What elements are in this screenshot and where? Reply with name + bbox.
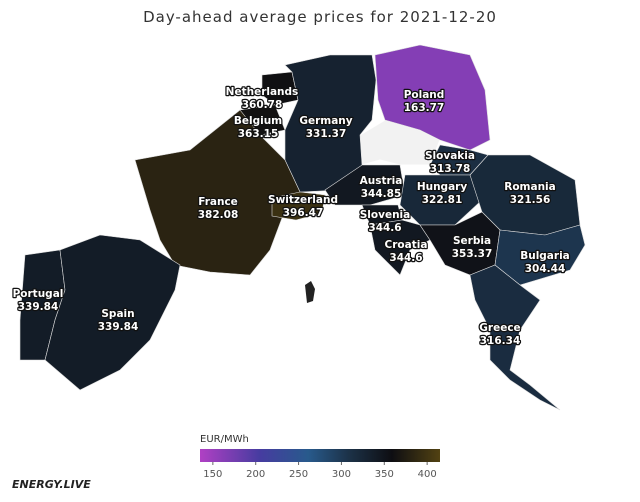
country-value: 321.56 <box>510 194 551 206</box>
country-name: Austria <box>360 175 403 187</box>
colorbar-tick-label: 200 <box>246 469 265 480</box>
country-value: 344.6 <box>368 222 401 234</box>
country-name: Hungary <box>417 181 468 193</box>
country-name: Slovakia <box>425 150 475 162</box>
colorbar <box>200 449 440 462</box>
country-name: Slovenia <box>360 209 411 221</box>
island <box>305 281 315 303</box>
country-value: 331.37 <box>306 128 347 140</box>
country-value: 360.78 <box>242 99 283 111</box>
country-name: Bulgaria <box>520 250 570 262</box>
country <box>134 109 301 276</box>
colorbar-tick-label: 350 <box>375 469 394 480</box>
country-value: 322.81 <box>422 194 463 206</box>
country <box>469 264 561 411</box>
country-name: Croatia <box>385 239 428 251</box>
country-value: 382.08 <box>198 209 239 221</box>
country <box>271 191 326 221</box>
country <box>44 234 181 391</box>
country-value: 304.44 <box>525 263 566 275</box>
colorbar-tick-label: 150 <box>203 469 222 480</box>
country-value: 344.6 <box>389 252 422 264</box>
country <box>399 174 483 226</box>
country-value: 316.34 <box>480 335 521 347</box>
logo: ENERGY.LIVE <box>12 478 91 491</box>
map-title: Day-ahead average prices for 2021-12-20 <box>143 8 497 26</box>
colorbar-tick-label: 400 <box>418 469 437 480</box>
country-name: Spain <box>101 308 134 320</box>
colorbar-tick-label: 250 <box>289 469 308 480</box>
country <box>261 71 299 106</box>
country-name: Netherlands <box>226 86 299 98</box>
country-name: Serbia <box>453 235 491 247</box>
country-value: 339.84 <box>18 301 59 313</box>
country-value: 313.78 <box>430 163 471 175</box>
country-value: 344.85 <box>361 188 402 200</box>
country-name: Germany <box>299 115 352 127</box>
country-value: 363.15 <box>238 128 279 140</box>
country-value: 396.47 <box>283 207 324 219</box>
country-value: 163.77 <box>404 102 445 114</box>
country-name: Romania <box>504 181 556 193</box>
country-name: Poland <box>404 89 445 101</box>
country-name: Switzerland <box>268 194 338 206</box>
country-value: 339.84 <box>98 321 139 333</box>
country-name: Belgium <box>234 115 282 127</box>
country <box>369 219 431 276</box>
colorbar-tick-label: 300 <box>332 469 351 480</box>
country-name: France <box>198 196 238 208</box>
country-name: Portugal <box>13 288 64 300</box>
colorbar-label: EUR/MWh <box>200 434 249 445</box>
country-value: 353.37 <box>452 248 493 260</box>
country-name: Greece <box>479 322 520 334</box>
